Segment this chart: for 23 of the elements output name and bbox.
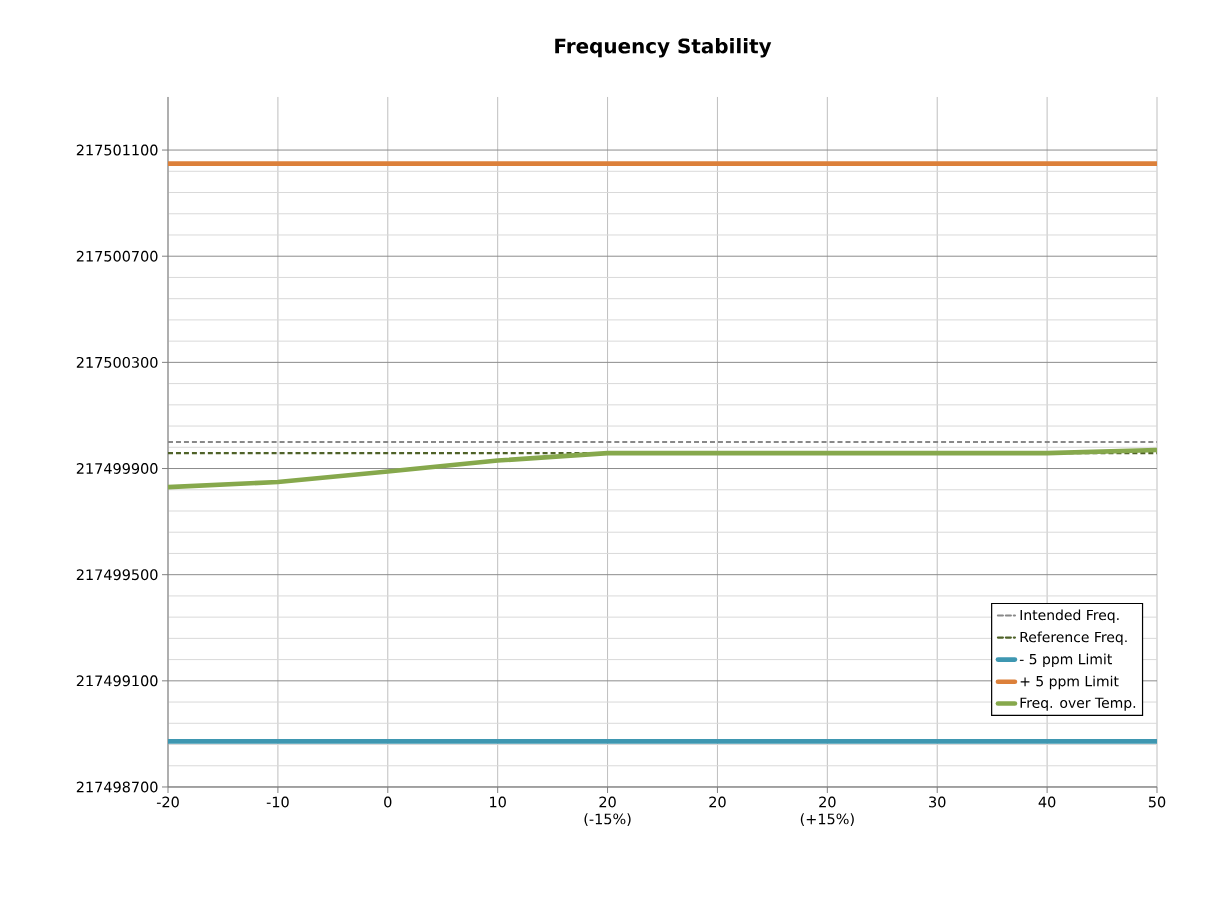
legend-label: - 5 ppm Limit: [1019, 653, 1112, 668]
y-tick-label: 217498700: [76, 781, 158, 793]
y-tick-label: 217499500: [76, 569, 158, 581]
x-tick-label: 40: [1038, 796, 1056, 808]
x-tick-label: 30: [929, 796, 946, 808]
y-tick-label: 217501100: [76, 144, 158, 156]
y-tick-label: 217500700: [76, 250, 158, 262]
legend-label: Intended Freq.: [1020, 609, 1119, 623]
y-tick-label: 217500300: [76, 356, 158, 368]
x-tick-label: 20 (+15%): [800, 796, 854, 827]
x-tick-label: 20 (-15%): [584, 796, 631, 827]
legend-label: Freq. over Temp.: [1020, 697, 1136, 711]
legend-label: + 5 ppm Limit: [1020, 675, 1119, 690]
chart-title: Frequency Stability: [555, 38, 772, 58]
x-tick-label: 20: [709, 796, 726, 808]
y-tick-label: 217499900: [76, 463, 158, 474]
x-tick-label: -10: [266, 796, 289, 808]
x-tick-label: 0: [384, 796, 392, 808]
x-tick-label: 10: [490, 796, 506, 808]
y-tick-label: 217499100: [76, 675, 158, 687]
x-tick-label: 50: [1148, 796, 1166, 808]
x-tick-label: -20: [156, 796, 179, 808]
legend-label: Reference Freq.: [1020, 631, 1127, 646]
